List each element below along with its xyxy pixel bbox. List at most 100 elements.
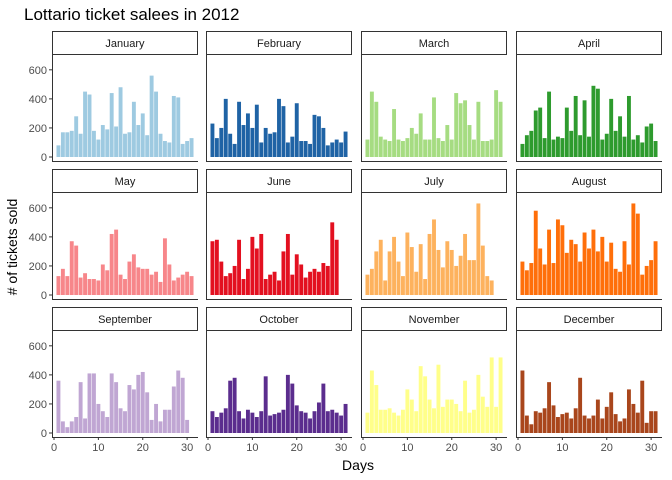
bar-october-day-18	[285, 374, 290, 433]
bar-august-day-15	[582, 232, 587, 295]
bar-october-day-25	[316, 402, 321, 433]
bar-november-day-18	[440, 406, 445, 433]
bar-february-day-5	[228, 133, 233, 157]
bar-april-day-18	[595, 88, 600, 157]
bar-march-day-22	[458, 103, 463, 157]
x-tick-label-10: 10	[556, 442, 568, 454]
bar-october-day-17	[281, 409, 286, 433]
bar-may-day-30	[185, 271, 190, 295]
bar-september-day-17	[127, 385, 132, 433]
bar-june-day-7	[237, 239, 242, 295]
bar-august-day-6	[542, 264, 547, 295]
bar-september-day-21	[145, 392, 150, 433]
bar-january-day-5	[74, 116, 79, 157]
bar-june-day-9	[245, 268, 250, 295]
facet-june: June	[206, 169, 352, 300]
bar-june-day-16	[277, 280, 281, 295]
bar-june-day-11	[254, 248, 259, 295]
bar-january-day-25	[162, 141, 167, 157]
bar-august-day-16	[587, 248, 591, 295]
bar-october-day-19	[290, 383, 295, 433]
bar-january-day-2	[60, 132, 65, 157]
bar-june-day-1	[210, 241, 215, 295]
bar-may-day-29	[180, 274, 185, 295]
bar-may-day-18	[131, 254, 136, 295]
bar-july-day-6	[387, 251, 392, 295]
bar-november-day-7	[392, 412, 397, 433]
bar-june-day-3	[219, 261, 224, 295]
bar-july-day-1	[365, 274, 370, 295]
bar-november-day-21	[454, 403, 459, 433]
bar-january-day-28	[176, 97, 181, 157]
bar-january-day-20	[140, 113, 145, 157]
bar-april-day-9	[555, 136, 560, 157]
bar-june-day-4	[223, 276, 228, 295]
bar-april-day-15	[582, 100, 587, 157]
chart-title: Lottario ticket salees in 2012	[24, 5, 239, 24]
bar-september-day-18	[131, 389, 136, 433]
bar-may-day-23	[154, 271, 159, 295]
bar-march-day-29	[489, 139, 494, 157]
bar-august-day-28	[640, 274, 645, 295]
bar-june-day-24	[312, 268, 317, 295]
bar-march-day-18	[440, 141, 445, 157]
x-tick-label-0: 0	[205, 442, 211, 454]
facet-august: August	[516, 169, 662, 300]
facet-may: May 0 200 400 600	[29, 169, 198, 302]
facet-label-september: September	[98, 314, 152, 326]
bar-february-day-27	[325, 145, 330, 157]
bar-april-day-16	[587, 136, 591, 157]
facet-september: September 0 200 400 600 0 10 20 30	[29, 307, 198, 454]
bar-december-day-26	[631, 403, 636, 433]
bar-october-day-30	[339, 415, 344, 433]
bar-october-day-3	[219, 412, 224, 433]
bar-july-day-17	[436, 249, 441, 295]
bar-september-day-11	[100, 411, 105, 433]
bar-november-day-28	[485, 406, 490, 433]
bar-november-day-31	[498, 357, 503, 433]
bar-august-day-20	[604, 261, 609, 295]
x-tick-label-30: 30	[335, 442, 347, 454]
y-tick-label-200: 200	[29, 123, 47, 135]
bar-february-day-11	[254, 104, 259, 157]
bar-january-day-16	[123, 133, 127, 157]
y-tick-label-400: 400	[29, 370, 47, 382]
bar-april-day-3	[529, 130, 534, 157]
bar-october-day-11	[254, 417, 259, 433]
bar-february-day-16	[277, 98, 281, 157]
bar-january-day-30	[185, 141, 190, 157]
bar-december-day-28	[640, 380, 645, 433]
facet-label-february: February	[257, 38, 302, 50]
bar-january-day-6	[78, 133, 83, 157]
facet-april: April	[516, 31, 662, 162]
facet-label-march: March	[419, 38, 450, 50]
bar-october-day-15	[272, 414, 277, 433]
bar-april-day-28	[640, 142, 645, 157]
bar-january-day-1	[56, 145, 61, 157]
bar-september-day-27	[171, 386, 176, 433]
bar-october-day-13	[263, 376, 268, 433]
bar-july-day-21	[454, 265, 459, 295]
bar-august-day-25	[626, 264, 631, 295]
bar-february-day-30	[339, 142, 344, 157]
bar-january-day-18	[131, 101, 136, 157]
bar-may-day-19	[136, 267, 141, 295]
bar-september-day-8	[87, 373, 92, 433]
bar-october-day-5	[228, 380, 233, 433]
bar-june-day-22	[303, 277, 308, 295]
x-tick-label-20: 20	[291, 442, 303, 454]
facet-label-december: December	[564, 314, 615, 326]
bar-february-day-23	[308, 143, 313, 157]
x-tick-label-10: 10	[92, 442, 104, 454]
bar-april-day-30	[649, 123, 654, 157]
bar-march-day-23	[463, 100, 468, 157]
bar-february-day-25	[316, 116, 321, 157]
bar-may-day-7	[83, 273, 88, 295]
bar-february-day-12	[259, 142, 264, 157]
bar-october-day-28	[330, 409, 335, 433]
bar-january-day-11	[100, 125, 105, 157]
y-tick-label-600: 600	[29, 203, 47, 215]
bar-september-day-19	[136, 374, 141, 433]
bar-may-day-31	[189, 276, 194, 295]
bar-october-day-16	[277, 412, 281, 433]
